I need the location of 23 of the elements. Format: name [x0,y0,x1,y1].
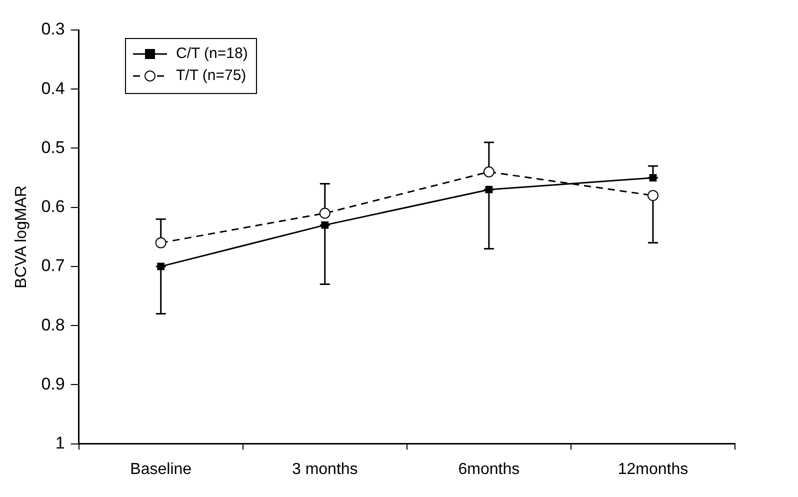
x-tick-label: 3 months [292,460,358,478]
x-tick-label: Baseline [130,460,192,478]
y-axis-title: BCVA logMAR [13,185,30,288]
y-tick-label: 0.6 [41,197,65,216]
point [321,221,329,229]
legend-label: C/T (n=18) [176,45,248,62]
x-tick-label: 6months [458,460,520,478]
x-tick-label: 12months [618,460,688,478]
point [483,166,494,178]
point [157,262,165,270]
y-tick-label: 0.7 [41,256,65,276]
y-tick-label: 0.5 [41,138,65,157]
y-tick-label: 0.9 [41,374,65,394]
y-tick-label: 0.4 [41,78,65,98]
point [649,174,657,182]
point [319,208,330,219]
y-tick-label: 1 [55,433,65,452]
legend-label: T/T (n=75) [176,67,246,84]
point [485,186,493,194]
y-tick-label: 0.8 [41,315,65,334]
point [155,237,166,248]
y-tick-label: 0.3 [41,20,65,39]
point [647,190,658,202]
